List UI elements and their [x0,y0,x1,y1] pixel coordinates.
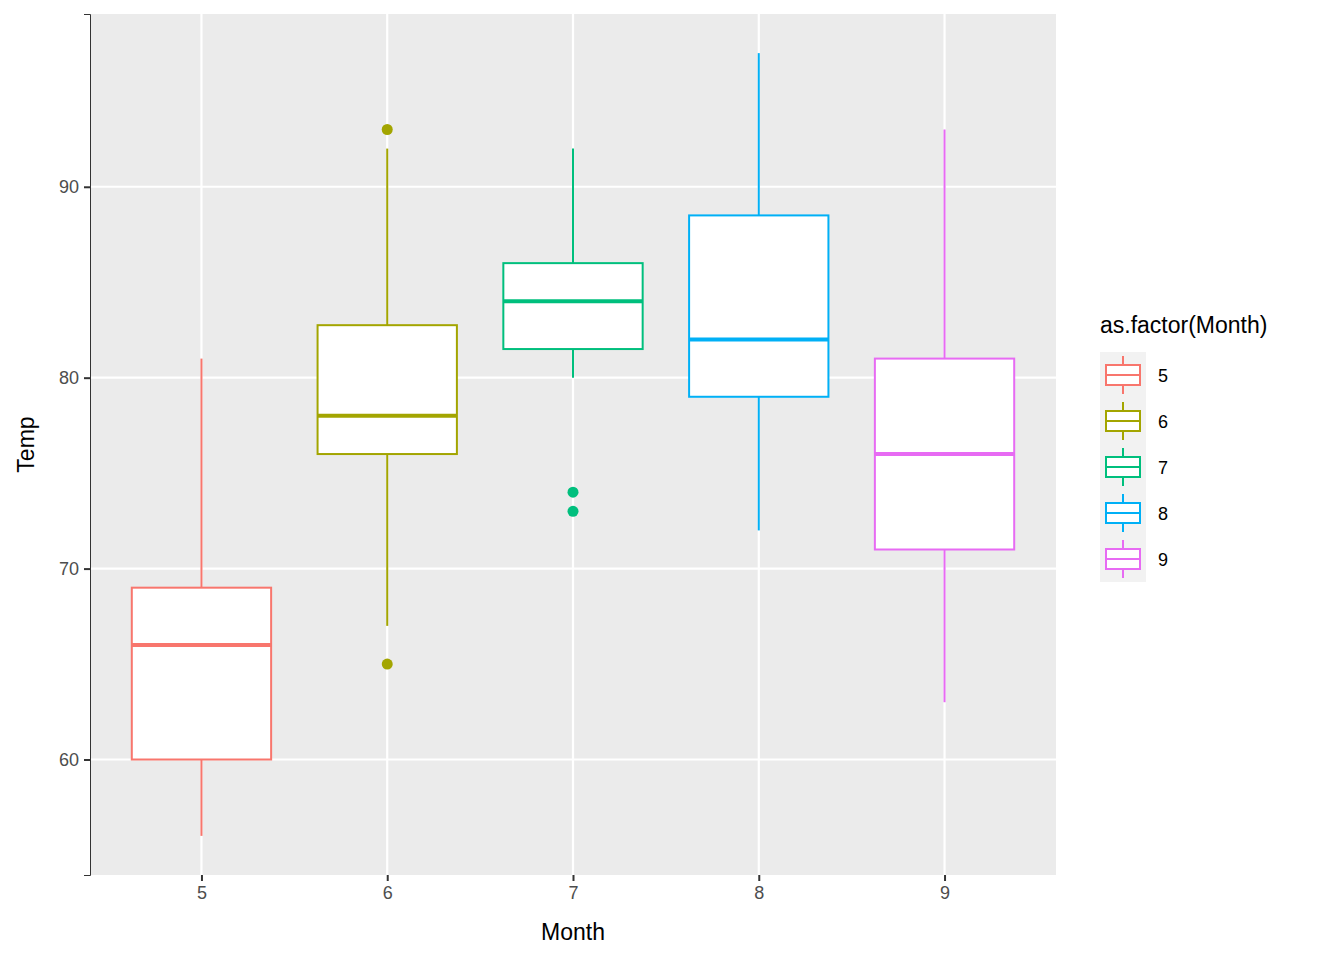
outlier [568,487,579,498]
x-tick-label: 6 [383,883,393,903]
box [875,130,1014,703]
box [503,149,642,517]
x-tick: 7 [568,875,578,903]
legend-key-bg [1100,352,1146,398]
whisker-upper [200,359,202,588]
box-body [875,359,1014,550]
legend-item: 9 [1100,536,1168,582]
y-tick-label: 60 [59,750,79,770]
x-tick-mark [201,875,203,881]
x-tick-mark [573,875,575,881]
box-body [503,263,642,349]
y-tick-label: 90 [59,177,79,197]
median [689,338,828,342]
marks [132,53,1014,836]
grid-line-x [572,14,574,875]
x-tick-mark [758,875,760,881]
whisker-upper [572,149,574,264]
y-axis-line [84,15,91,876]
x-tick: 8 [754,875,764,903]
legend-title: as.factor(Month) [1100,312,1267,338]
whisker-lower [200,760,202,836]
x-tick-mark [387,875,389,881]
y-tick-label: 70 [59,559,79,579]
box [318,124,457,670]
box [132,359,271,836]
legend-label: 9 [1158,550,1168,570]
y-tick: 90 [59,177,90,197]
whisker-lower [758,397,760,531]
legend-key-median [1106,512,1140,514]
legend-key-box [1106,549,1140,569]
legend-key-bg [1100,536,1146,582]
x-tick: 9 [940,875,950,903]
legend-key-median [1106,420,1140,422]
y-tick-mark [84,377,90,379]
box [689,53,828,530]
legend-item: 8 [1100,490,1168,536]
plot-background [90,14,1056,875]
x-tick: 5 [197,875,207,903]
median [318,414,457,418]
y-tick: 60 [59,750,90,770]
x-tick: 6 [383,875,393,903]
x-tick-label: 9 [940,883,950,903]
whisker-lower [386,454,388,626]
legend-item: 5 [1100,352,1168,398]
legend-label: 6 [1158,412,1168,432]
whisker-lower [944,550,946,703]
legend-label: 7 [1158,458,1168,478]
y-axis-title: Temp [13,416,39,472]
box-body [132,588,271,760]
outlier [382,659,393,670]
median [875,452,1014,456]
y-tick-label: 80 [59,368,79,388]
chart: 60 70 80 90 5 6 7 8 9 Month Temp as.factor(Month) 5 6… [0,0,1344,960]
outlier [382,124,393,135]
box-body [689,215,828,396]
y-axis: 60 70 80 90 [59,15,91,876]
y-tick-mark [84,759,90,761]
y-tick: 70 [59,559,90,579]
x-axis-title: Month [541,919,605,945]
x-tick-label: 7 [568,883,578,903]
legend-key-box [1106,411,1140,431]
outlier [568,506,579,517]
legend-label: 8 [1158,504,1168,524]
x-tick-mark [944,875,946,881]
box-body [318,325,457,454]
whisker-upper [944,130,946,359]
x-axis: 5 6 7 8 9 [91,875,1057,903]
median [503,299,642,303]
legend-item: 7 [1100,444,1168,490]
y-tick: 80 [59,368,90,388]
y-tick-mark [84,568,90,570]
median [132,643,271,647]
legend-label: 5 [1158,366,1168,386]
x-axis-line [91,876,1057,882]
grid-line-x [758,14,760,875]
x-tick-label: 5 [197,883,207,903]
legend-key-box [1106,457,1140,477]
legend-key-median [1106,466,1140,468]
legend-key-box [1106,503,1140,523]
x-tick-label: 8 [754,883,764,903]
legend-key-bg [1100,398,1146,444]
legend-key-median [1106,374,1140,376]
legend-key-bg [1100,490,1146,536]
whisker-upper [758,53,760,215]
whisker-lower [572,349,574,378]
whisker-upper [386,149,388,326]
legend-key-median [1106,558,1140,560]
legend-key-bg [1100,444,1146,490]
y-tick-mark [84,186,90,188]
legend-item: 6 [1100,398,1168,444]
legend-key-box [1106,365,1140,385]
grid [90,14,1056,875]
legend: as.factor(Month) 5 6 7 8 9 [1100,312,1267,582]
